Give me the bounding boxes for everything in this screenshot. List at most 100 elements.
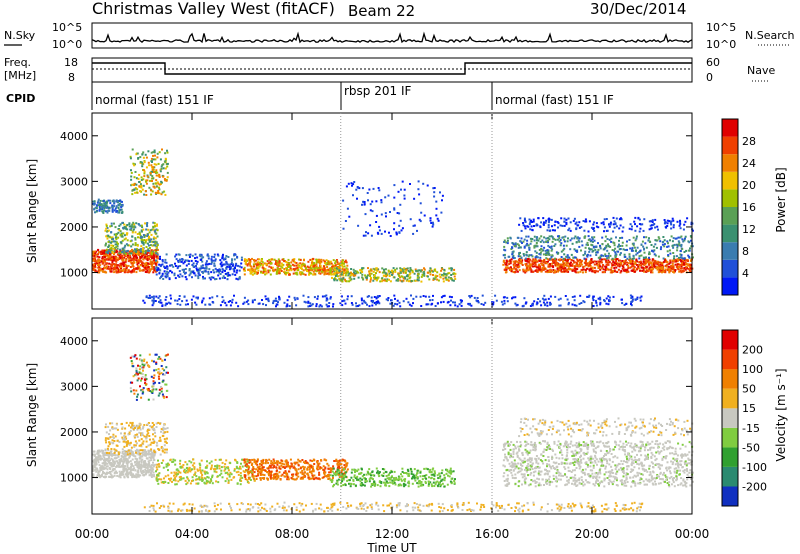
echo-cell	[135, 460, 138, 463]
echo-cell	[592, 299, 595, 302]
echo-cell	[660, 268, 663, 271]
echo-cell	[648, 228, 651, 231]
echo-cell	[177, 265, 180, 268]
echo-cell	[103, 264, 106, 267]
echo-cell	[542, 301, 545, 304]
echo-cell	[539, 256, 542, 259]
echo-cell	[607, 252, 610, 255]
echo-cell	[627, 270, 630, 273]
echo-cell	[219, 263, 222, 265]
echo-cell	[397, 277, 400, 280]
echo-cell	[147, 161, 150, 164]
echo-cell	[576, 236, 579, 239]
echo-cell	[106, 211, 109, 214]
echo-cell	[129, 259, 132, 262]
echo-cell	[687, 249, 690, 252]
y-tick-label: 2000	[60, 221, 88, 234]
echo-cell	[553, 224, 556, 227]
echo-cell	[459, 299, 462, 302]
echo-cell	[403, 267, 406, 270]
echo-cell	[418, 193, 421, 196]
echo-cell	[146, 242, 149, 245]
echo-cell	[96, 255, 99, 258]
echo-cell	[573, 237, 576, 240]
echo-cell	[634, 298, 637, 301]
power-colorbar-label: Power [dB]	[774, 167, 788, 232]
echo-cell	[179, 265, 182, 267]
echo-cell	[277, 269, 280, 272]
echo-cell	[257, 261, 260, 264]
echo-cell	[606, 238, 609, 240]
echo-cell	[221, 257, 224, 260]
echo-cell	[162, 175, 165, 178]
echo-cell	[255, 264, 258, 266]
echo-cell	[145, 246, 148, 248]
echo-cell	[391, 269, 394, 272]
echo-cell	[136, 191, 138, 194]
echo-cell	[626, 257, 629, 260]
echo-cell	[651, 249, 654, 252]
echo-cell	[476, 297, 479, 299]
echo-cell	[607, 256, 610, 259]
echo-cell	[265, 304, 267, 307]
echo-cell	[155, 174, 158, 177]
echo-cell	[288, 273, 291, 276]
echo-cell	[108, 256, 111, 259]
echo-cell	[568, 267, 571, 270]
echo-cell	[191, 254, 194, 257]
echo-cell	[416, 229, 418, 232]
echo-cell	[628, 239, 631, 241]
echo-cell	[619, 224, 622, 227]
echo-cell	[549, 295, 552, 298]
echo-cell	[590, 266, 593, 269]
echo-cell	[311, 269, 314, 271]
echo-cell	[396, 299, 399, 302]
echo-cell	[503, 302, 506, 305]
freq-trace	[92, 62, 692, 75]
echo-cell	[152, 226, 155, 229]
echo-cell	[278, 298, 281, 301]
echo-cell	[155, 264, 158, 267]
echo-cell	[562, 244, 565, 247]
echo-cell	[137, 262, 140, 265]
echo-cell	[100, 251, 102, 254]
echo-cell	[315, 261, 318, 264]
echo-cell	[433, 187, 436, 189]
echo-cell	[114, 226, 117, 229]
echo-cell	[325, 259, 328, 262]
echo-cell	[226, 272, 229, 275]
echo-cell	[296, 266, 299, 269]
echo-cell	[569, 264, 572, 267]
echo-cell	[585, 258, 588, 261]
echo-cell	[118, 252, 121, 255]
echo-cell	[653, 263, 655, 266]
echo-cell	[641, 262, 644, 265]
echo-cell	[638, 230, 641, 233]
echo-cell	[525, 262, 528, 265]
echo-cell	[107, 234, 110, 237]
echo-cell	[158, 176, 161, 178]
echo-cell	[131, 269, 134, 272]
echo-cell	[95, 463, 98, 466]
echo-cell	[628, 253, 631, 256]
echo-cell	[374, 268, 376, 271]
echo-cell	[335, 273, 338, 276]
echo-cell	[181, 275, 184, 278]
echo-cell	[536, 239, 538, 242]
echo-cell	[386, 274, 389, 277]
echo-cell	[394, 302, 397, 305]
echo-cell	[361, 276, 364, 279]
echo-cell	[140, 179, 143, 181]
echo-cell	[575, 227, 578, 230]
echo-cell	[381, 267, 384, 270]
echo-cell	[393, 196, 396, 199]
echo-cell	[140, 248, 142, 251]
echo-cell	[549, 303, 552, 306]
echo-cell	[662, 257, 665, 260]
echo-cell	[619, 262, 622, 265]
echo-cell	[307, 269, 310, 272]
echo-cell	[104, 204, 107, 207]
echo-cell	[268, 269, 271, 272]
echo-cell	[518, 265, 521, 268]
echo-cell	[154, 182, 157, 185]
